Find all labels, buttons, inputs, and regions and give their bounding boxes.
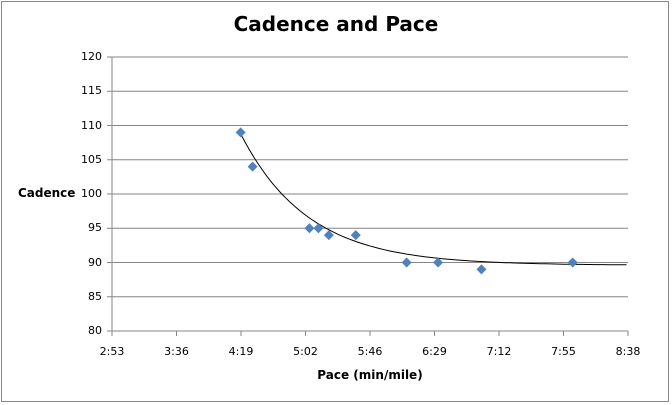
data-point-marker <box>247 161 258 172</box>
x-axis-label: Pace (min/mile) <box>317 368 423 382</box>
y-tick-label: 95 <box>88 221 102 235</box>
data-point-marker <box>433 257 444 268</box>
x-tick-label: 5:02 <box>293 345 318 358</box>
x-tick-label: 7:12 <box>486 345 512 358</box>
data-point-marker <box>304 223 315 234</box>
y-tick-label: 120 <box>81 50 102 63</box>
y-tick-label: 85 <box>88 289 102 303</box>
data-point-marker <box>567 257 578 268</box>
data-point-marker <box>323 230 334 241</box>
x-tick-label: 8:38 <box>615 345 641 358</box>
y-tick-label: 80 <box>88 324 102 337</box>
x-tick-label: 5:46 <box>357 345 383 358</box>
data-point-marker <box>476 264 487 275</box>
data-point-marker <box>235 127 246 138</box>
x-tick-label: 4:19 <box>228 345 254 358</box>
y-tick-label: 110 <box>81 118 102 132</box>
y-tick-label: 105 <box>81 152 102 166</box>
chart-title: Cadence and Pace <box>233 12 439 36</box>
data-point-marker <box>313 223 324 234</box>
x-tick-label: 6:29 <box>422 345 447 358</box>
y-axis-label: Cadence <box>18 186 76 200</box>
y-tick-label: 100 <box>81 187 102 200</box>
y-tick-label: 90 <box>88 255 102 269</box>
y-tick-label: 115 <box>81 84 102 98</box>
x-tick-label: 7:55 <box>551 345 576 358</box>
x-tick-label: 3:36 <box>164 345 189 358</box>
trendline <box>240 133 627 266</box>
x-tick-label: 2:53 <box>99 345 125 358</box>
data-point-marker <box>350 230 361 241</box>
data-point-marker <box>401 257 412 268</box>
